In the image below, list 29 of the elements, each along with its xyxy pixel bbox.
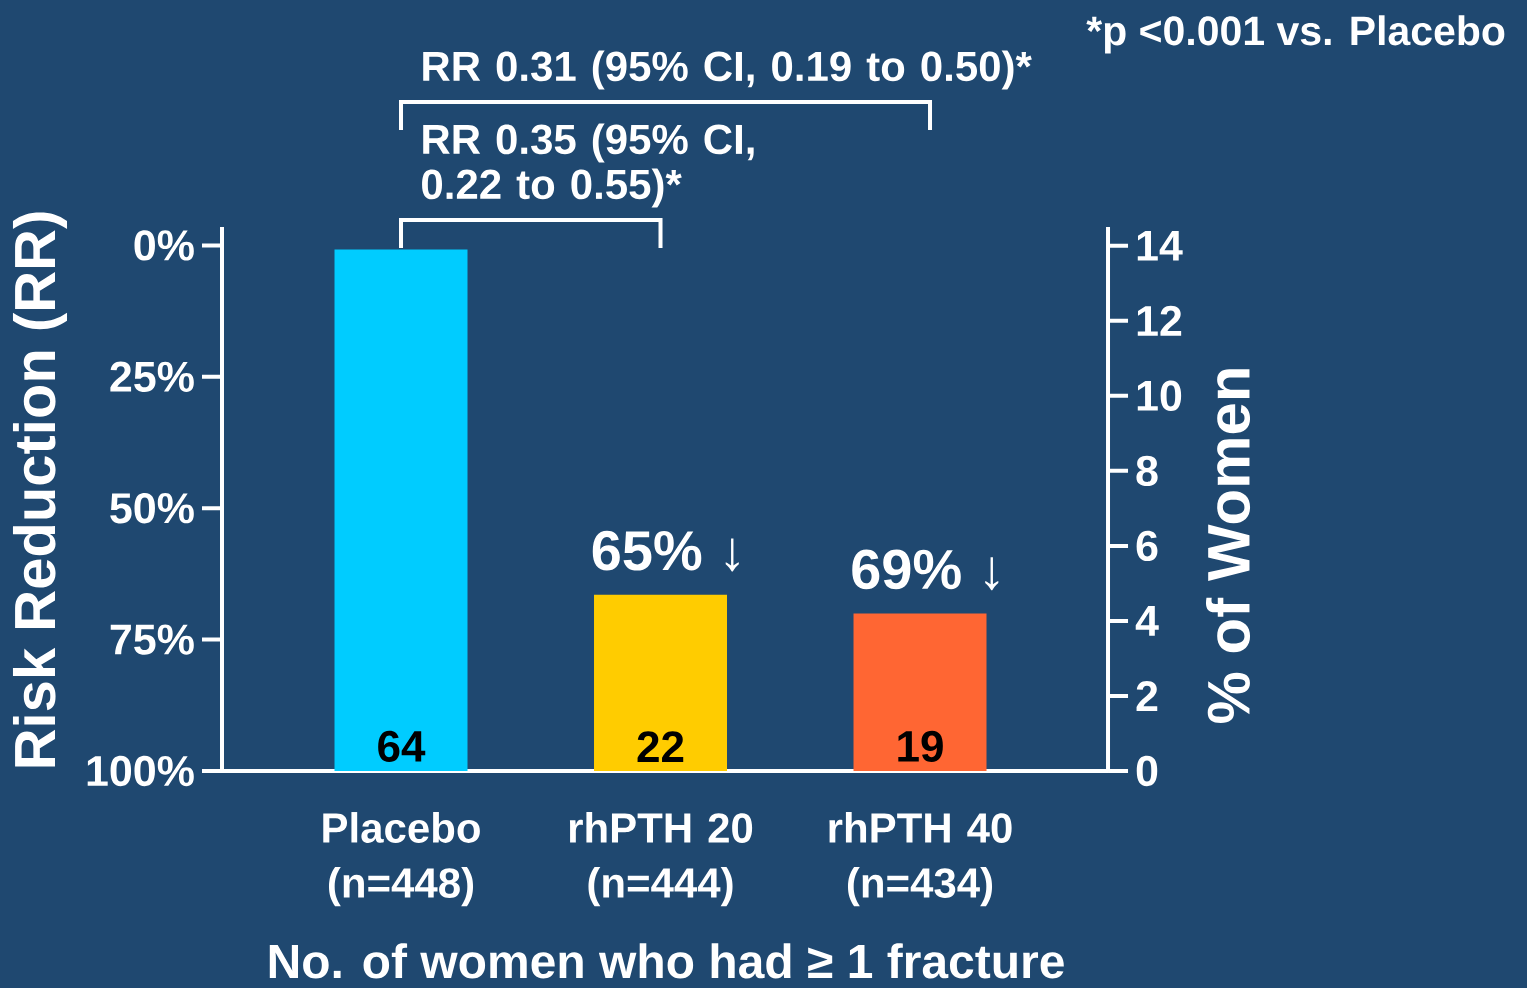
bar (594, 594, 728, 771)
annotation: 65% ↓ (592, 530, 739, 572)
y2-tick-label: 2 (1136, 680, 1158, 711)
y2-tick-label: 4 (1135, 606, 1159, 636)
y-tick-label: 75% (110, 624, 194, 655)
y-tick-label: 0% (134, 230, 194, 261)
text: RR 0.31 (95% CI, 0.19 to 0.50)* (423, 50, 1032, 90)
y-tick-label: 100% (87, 755, 194, 787)
bar (853, 613, 987, 771)
y2-tick-label: 10 (1137, 380, 1182, 412)
text: RR 0.35 (95% CI, 0.22 to 0.55)* (422, 123, 754, 208)
annotation: 19 (898, 730, 943, 762)
y-tick-label: 25% (110, 361, 194, 393)
y2-tick-label: 12 (1137, 305, 1182, 336)
y2-tick-label: 8 (1136, 455, 1158, 487)
y-tick-label: 50% (110, 492, 194, 524)
y-axis-title: Risk Reduction (RR) (12, 212, 68, 767)
x-axis-title: No. of women who had ≥ 1 fracture (269, 943, 1064, 979)
y2-tick-label: 6 (1136, 530, 1158, 562)
text: *p <0.001 vs. Placebo (1086, 15, 1505, 54)
x-tick-label: Placebo (n=448) (323, 812, 480, 907)
annotation: 64 (378, 730, 426, 762)
x-tick-label: rhPTH 20 (n=444) (569, 812, 753, 907)
annotation: 22 (637, 731, 684, 762)
y2-tick-label: 0 (1136, 755, 1158, 787)
y2-axis-title: % of Women (1205, 369, 1251, 723)
x-tick-label: rhPTH 40 (n=434) (829, 812, 1012, 907)
y2-tick-label: 14 (1137, 230, 1183, 261)
annotation: 69% ↓ (852, 549, 999, 591)
